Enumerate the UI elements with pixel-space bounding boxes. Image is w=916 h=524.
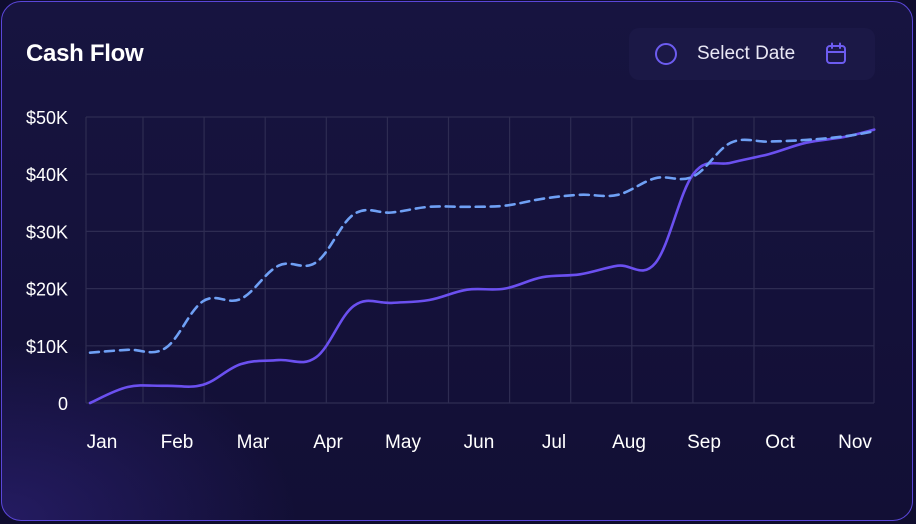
calendar-icon: [825, 42, 847, 71]
chart-grid: [85, 116, 875, 404]
x-tick-label: Sep: [687, 432, 721, 453]
chart-series: [88, 128, 876, 405]
x-tick-label: Nov: [838, 432, 872, 453]
solid-series-line: [88, 128, 876, 405]
x-tick-label: Mar: [237, 432, 270, 453]
x-tick-label: Aug: [612, 432, 646, 453]
radio-circle-icon: [655, 43, 677, 65]
y-tick-label: 0: [58, 394, 68, 414]
x-axis-ticks: Jan Feb Mar Apr May Jun Jul Aug Sep Oct Nov: [87, 432, 873, 453]
y-axis-ticks: 0 $10K $20K $30K $40K $50K: [26, 108, 68, 414]
dashed-series-line: [88, 130, 876, 354]
x-tick-label: Jun: [464, 432, 495, 453]
card-title: Cash Flow: [26, 40, 144, 67]
select-date-button[interactable]: Select Date: [629, 28, 875, 80]
y-tick-label: $40K: [26, 165, 68, 185]
select-date-label: Select Date: [697, 43, 796, 64]
x-tick-label: May: [385, 432, 421, 453]
x-tick-label: Jan: [87, 432, 118, 453]
x-tick-label: Apr: [313, 432, 343, 453]
y-tick-label: $30K: [26, 222, 68, 242]
y-tick-label: $50K: [26, 108, 68, 128]
y-tick-label: $20K: [26, 280, 68, 300]
x-tick-label: Oct: [765, 432, 795, 453]
x-tick-label: Jul: [542, 432, 566, 453]
y-tick-label: $10K: [26, 337, 68, 357]
x-tick-label: Feb: [161, 432, 194, 453]
